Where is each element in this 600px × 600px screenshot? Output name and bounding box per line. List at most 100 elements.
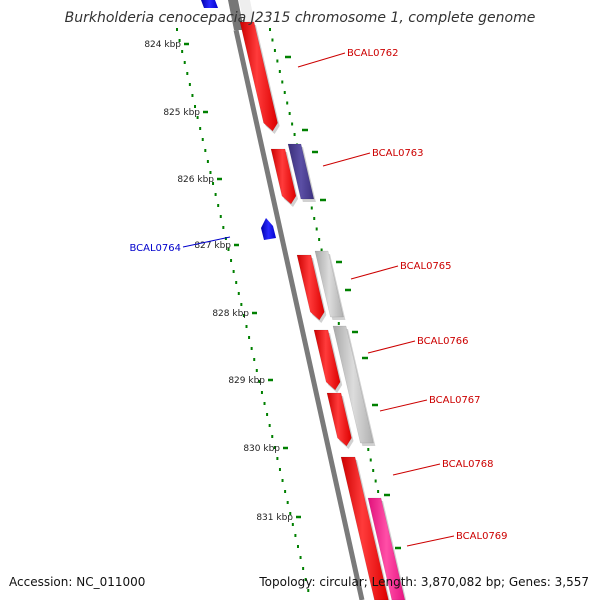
gene-label-bcal0764[interactable]: BCAL0764 [129, 243, 181, 254]
minor-tick-dot [320, 248, 323, 252]
minor-tick-dot [176, 28, 178, 31]
kbp-tick-label: 824 kbp [144, 40, 181, 50]
minor-tick-dot [186, 72, 189, 75]
minor-tick-dot [372, 469, 375, 472]
minor-tick-dot [196, 116, 199, 119]
kbp-tick-label: 829 kbp [228, 376, 265, 386]
minor-tick-dot [299, 556, 302, 559]
minor-tick-dot [313, 217, 316, 220]
minor-tick-dot [178, 39, 181, 42]
minor-tick-dot [276, 457, 279, 460]
minor-tick-dot [273, 49, 276, 52]
kbp-tick-label: 826 kbp [177, 175, 214, 185]
gene-purple-block[interactable] [287, 143, 315, 200]
gene-bcal0766-arrow[interactable] [313, 329, 341, 391]
map-title: Burkholderia cenocepacia J2315 chromosom… [64, 10, 536, 26]
minor-tick-dot [266, 413, 269, 416]
minor-tick-dot [318, 238, 321, 241]
minor-tick-dot [286, 501, 289, 504]
kbp-tick-label: 830 kbp [243, 444, 280, 454]
minor-tick-dot [307, 589, 310, 592]
gene-leader-line [406, 535, 455, 547]
minor-tick-dot [315, 227, 318, 231]
minor-tick-dot [302, 567, 305, 570]
gene-bcal0762-arrow[interactable] [239, 21, 278, 132]
minor-tick-dot [281, 80, 284, 84]
minor-tick-dot [245, 325, 248, 328]
minor-tick-dot [209, 171, 212, 174]
minor-tick-dot [258, 380, 261, 383]
minor-tick-dot [367, 448, 370, 451]
gene-label-bcal0769[interactable]: BCAL0769 [456, 531, 508, 542]
gene-label-bcal0765[interactable]: BCAL0765 [400, 261, 452, 272]
gene-fragment-top [201, 0, 218, 8]
kbp-tick-label: 827 kbp [194, 241, 231, 251]
minor-tick-dot [194, 105, 197, 108]
chromosome-backbone [233, 29, 365, 600]
gene-bcal0765-arrow[interactable] [296, 254, 325, 321]
minor-tick-dot [291, 122, 294, 126]
kbp-tick-label: 831 kbp [256, 513, 293, 523]
gene-leader-line [297, 52, 346, 68]
minor-tick-dot [181, 50, 184, 53]
minor-tick-dot [291, 523, 294, 526]
minor-tick-dot [278, 70, 281, 73]
gene-leader-line [182, 236, 231, 248]
minor-tick-dot [374, 479, 377, 483]
gene-leader-line [350, 265, 399, 280]
minor-tick-dot [217, 204, 220, 207]
minor-tick-dot [294, 534, 297, 537]
minor-tick-dot [212, 182, 215, 185]
minor-tick-dot [206, 160, 209, 163]
gene-gray-block-2[interactable] [332, 325, 374, 444]
minor-tick-dot [183, 61, 186, 64]
gene-label-bcal0768[interactable]: BCAL0768 [442, 459, 494, 470]
minor-tick-dot [242, 314, 245, 317]
minor-tick-dot [288, 112, 291, 115]
minor-tick-dot [237, 292, 240, 295]
minor-tick-dot [224, 237, 227, 240]
gene-bcal0767-arrow[interactable] [326, 392, 352, 447]
minor-tick-dot [377, 490, 380, 493]
gene-gray-block-1[interactable] [314, 250, 344, 318]
minor-tick-dot [304, 578, 307, 581]
minor-tick-dot [337, 322, 340, 325]
minor-tick-dot [230, 259, 233, 262]
minor-tick-dot [188, 83, 191, 86]
gene-leader-line [379, 399, 428, 412]
accession-text: Accession: NC_011000 [9, 575, 146, 589]
gene-bcal0764-arrow[interactable] [261, 218, 276, 240]
gene-label-bcal0762[interactable]: BCAL0762 [347, 48, 399, 59]
minor-tick-dot [255, 369, 258, 372]
minor-tick-dot [250, 347, 253, 350]
genome-stats-text: Topology: circular; Length: 3,870,082 bp… [259, 575, 589, 589]
kbp-tick-label: 825 kbp [163, 108, 200, 118]
minor-tick-dot [296, 545, 299, 548]
minor-tick-dot [289, 512, 292, 515]
minor-tick-dot [284, 490, 287, 493]
gene-leader-line [367, 340, 416, 354]
minor-tick-dot [310, 206, 313, 210]
gene-leader-line [392, 463, 441, 476]
minor-tick-dot [276, 59, 279, 63]
gene-label-bcal0767[interactable]: BCAL0767 [429, 395, 481, 406]
minor-tick-dot [219, 215, 222, 218]
minor-tick-dot [271, 38, 274, 42]
minor-tick-dot [293, 133, 296, 136]
minor-tick-dot [281, 479, 284, 482]
gene-bcal0763-arrow[interactable] [270, 148, 297, 205]
minor-tick-dot [268, 424, 271, 427]
gene-label-bcal0766[interactable]: BCAL0766 [417, 336, 469, 347]
gene-label-bcal0763[interactable]: BCAL0763 [372, 148, 424, 159]
minor-tick-dot [199, 127, 202, 130]
minor-tick-dot [260, 391, 263, 394]
gene-leader-line [322, 152, 371, 167]
minor-tick-dot [232, 270, 235, 273]
minor-tick-dot [214, 193, 217, 196]
gene-bcal0768-arrow[interactable] [340, 456, 389, 600]
minor-tick-dot [227, 248, 230, 251]
minor-tick-dot [263, 402, 266, 405]
gene-bcal0769-arrow[interactable] [367, 497, 406, 600]
minor-tick-dot [204, 149, 207, 152]
